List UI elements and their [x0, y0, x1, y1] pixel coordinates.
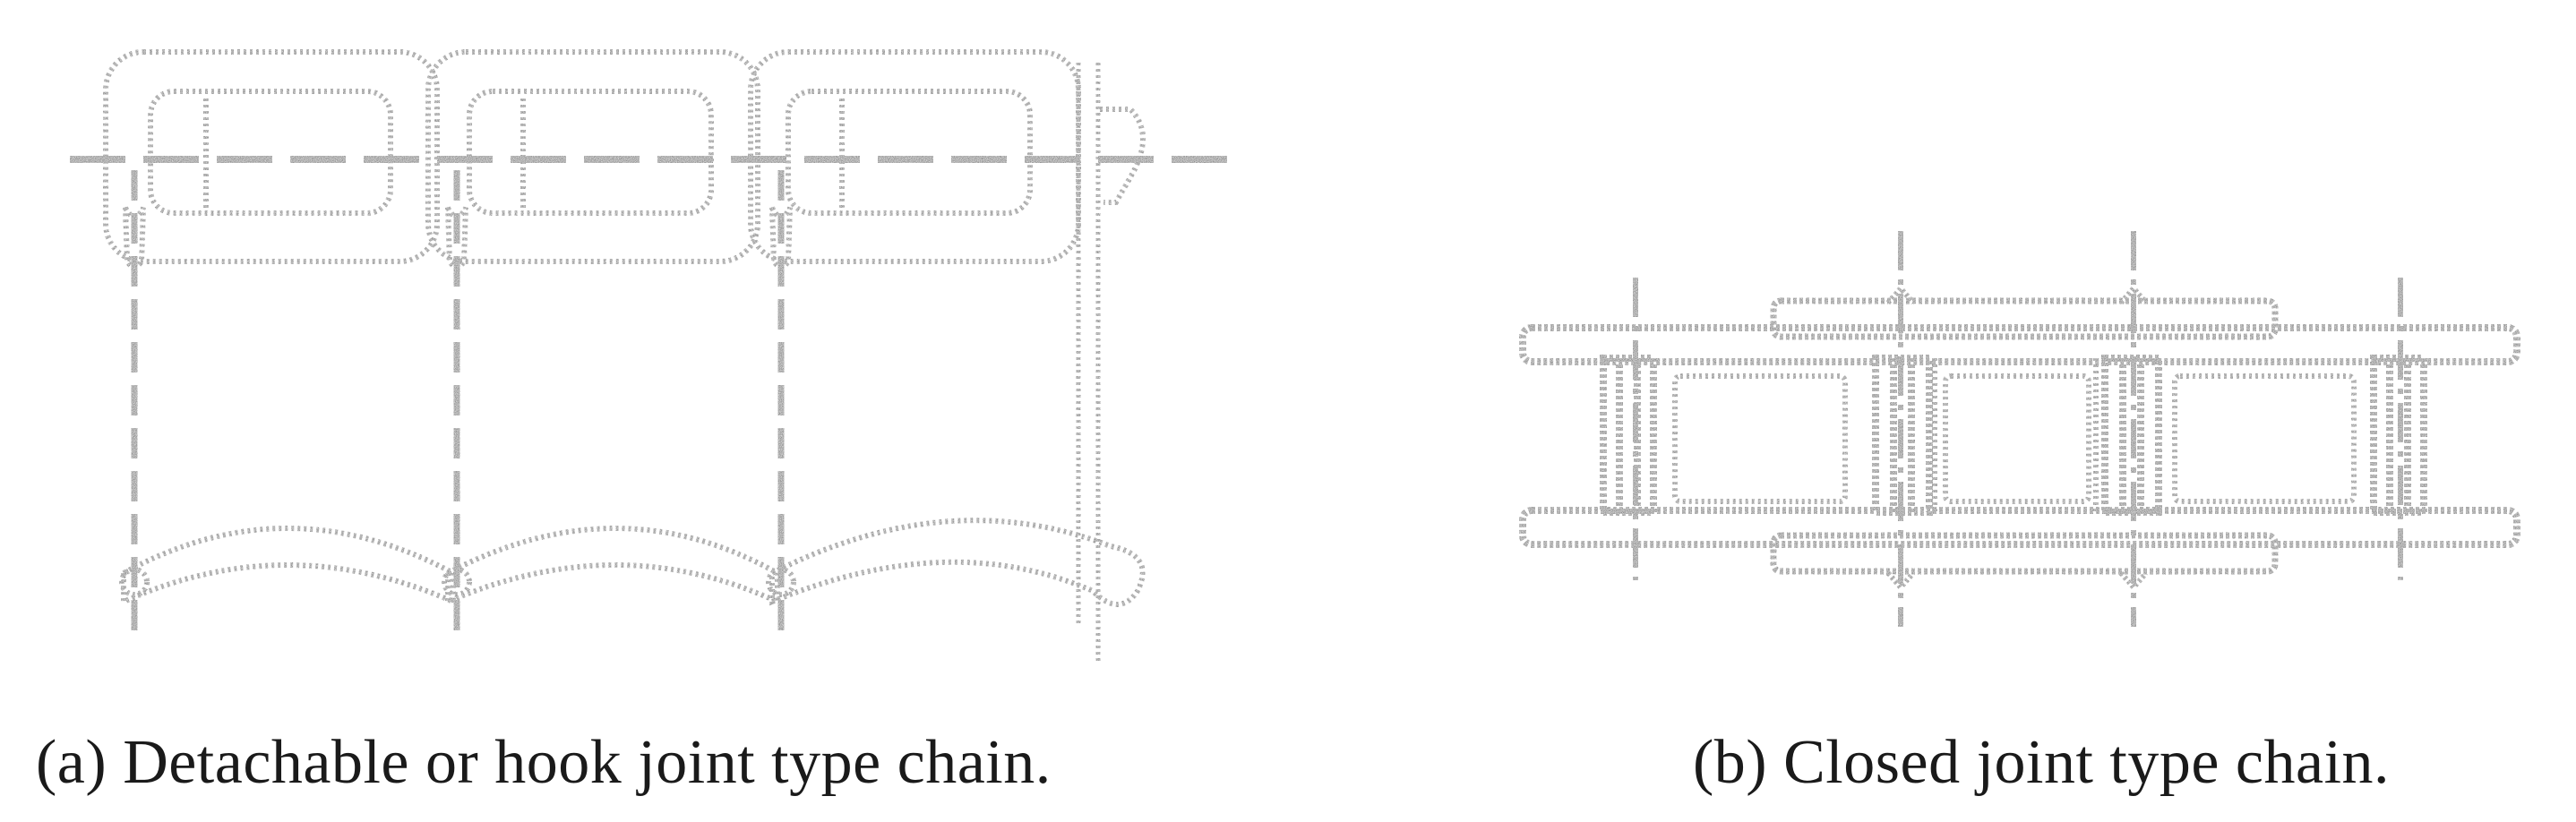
hook-end	[1100, 107, 1146, 205]
caption-closed-joint-chain: (b) Closed joint type chain.	[1693, 728, 2391, 797]
closed-outer-plate-top	[1770, 297, 2279, 340]
closed-side-bar-top	[1519, 324, 2520, 365]
hook-lower-link-3	[769, 518, 1146, 607]
hook-joint-chain-drawing	[70, 49, 1227, 663]
closed-side-bar-bottom	[1519, 507, 2520, 548]
hook-lower-link-1	[121, 526, 456, 606]
hook-lower-link-2	[445, 526, 780, 606]
hook-link-inner-1	[148, 89, 393, 216]
closed-roller-1	[1600, 355, 1657, 516]
hook-link-outer-2	[425, 49, 760, 264]
closed-outer-plate-bottom	[1770, 532, 2279, 575]
closed-joint-chain-drawing	[1519, 231, 2520, 627]
hook-link-inner-2	[467, 89, 714, 216]
caption-hook-joint-chain: (a) Detachable or hook joint type chain.	[36, 728, 1052, 797]
hook-link-inner-3	[786, 89, 1033, 216]
